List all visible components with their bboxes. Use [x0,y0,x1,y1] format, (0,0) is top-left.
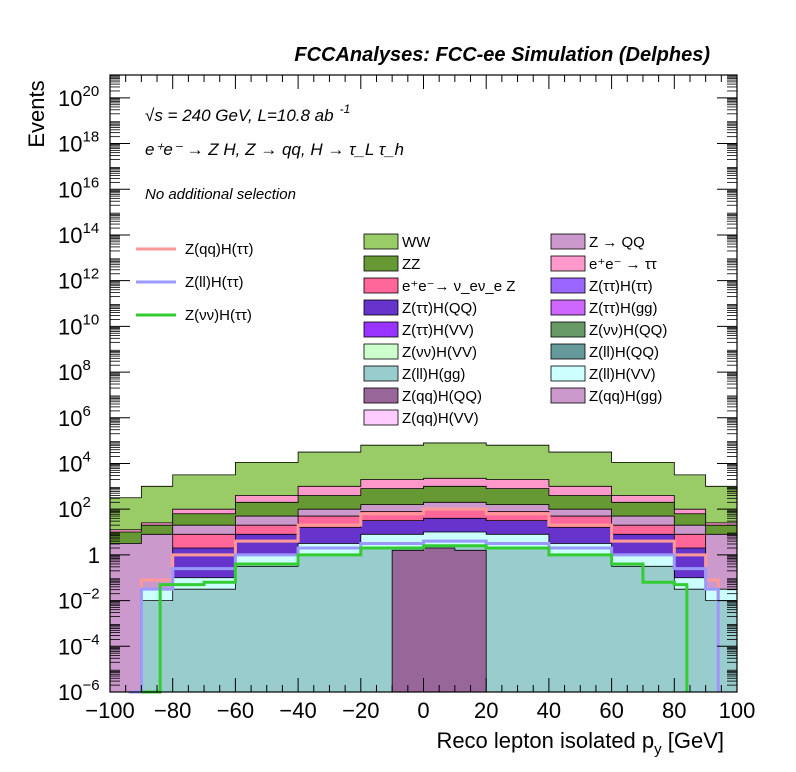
legend-bkg-swatch-8 [363,321,399,338]
legend-bkg-swatch-15 [550,387,586,404]
y-tick-label-6: 106 [58,403,91,431]
legend-bkg-swatch-6 [363,299,399,316]
y-tick-label-8: 1010 [58,311,99,339]
legend-signal-label-2: Z(νν)H(ττ) [185,307,252,324]
y-tick-label-0: 10−6 [58,677,100,705]
x-axis: −100 −80 −60 −40 −20 0 20 40 60 80 100 [85,75,755,723]
legend-signal: Z(qq)H(ττ) Z(ll)H(ττ) Z(νν)H(ττ) [136,241,254,324]
energy-annotation-sup: -1 [340,102,351,116]
legend-bkg-label-10: Z(νν)H(VV) [402,344,477,361]
legend-bkg-label-0: WW [402,234,431,251]
legend-bkg-swatch-0 [363,233,399,250]
x-tick-label-8: 60 [599,698,623,723]
legend-bkg-swatch-1 [550,233,586,250]
legend-bkg-label-8: Z(ττ)H(VV) [402,322,474,339]
chart-title: FCCAnalyses: FCC-ee Simulation (Delphes) [294,44,710,66]
legend-bkg-swatch-9 [550,321,586,338]
legend-background: WW Z → QQ ZZ e⁺e⁻ → ττ e⁺e⁻→ ν_eν_e Z Z(ττ)H(… [363,233,667,427]
legend-bkg-label-9: Z(νν)H(QQ) [589,322,667,339]
signal-curve-2 [141,544,689,694]
y-tick-label-7: 108 [58,357,91,385]
legend-bkg-swatch-5 [550,277,586,294]
y-tick-label-4: 102 [58,494,91,522]
x-tick-label-5: 0 [417,698,429,723]
x-tick-label-4: −20 [342,698,379,723]
legend-bkg-label-15: Z(qq)H(gg) [589,388,662,405]
legend-bkg-label-7: Z(ττ)H(gg) [589,300,658,317]
plot-area: −100 −80 −60 −40 −20 0 20 40 60 80 100 10−610−410−… [58,74,755,723]
legend-bkg-label-14: Z(qq)H(QQ) [402,388,482,405]
x-axis-title: Reco lepton isolated py [GeV] [436,728,724,758]
y-axis-title: Events [24,80,49,147]
legend-bkg-label-11: Z(ll)H(QQ) [589,344,659,361]
legend-bkg-swatch-3 [550,255,586,272]
x-tick-label-1: −80 [154,698,191,723]
legend-bkg-swatch-10 [363,343,399,360]
legend-bkg-label-6: Z(ττ)H(QQ) [402,300,477,317]
annotations: √s = 240 GeV, L=10.8 ab -1 e⁺e⁻ → Z H, Z … [145,102,404,203]
y-tick-label-13: 1020 [58,83,99,111]
legend-bkg-swatch-14 [363,387,399,404]
legend-signal-label-1: Z(ll)H(ττ) [185,274,244,291]
x-axis-title-sub: y [654,741,662,758]
x-tick-label-6: 20 [474,698,498,723]
y-tick-label-12: 1018 [58,129,99,157]
y-axis: 10−6 10−4 10−2 1 102 104 106 108 1010 1012 1014 101… [58,75,737,705]
stack-layer [109,442,738,693]
legend-bkg-label-12: Z(ll)H(gg) [402,366,465,383]
legend-bkg-swatch-11 [550,343,586,360]
legend-signal-label-0: Z(qq)H(ττ) [185,241,254,258]
x-tick-label-10: 100 [719,698,756,723]
y-tick-label-9: 1012 [58,266,99,294]
y-tick-label-11: 1016 [58,174,99,202]
x-tick-label-3: −40 [279,698,316,723]
energy-annotation-main: √s = 240 GeV, L=10.8 ab [145,106,334,125]
legend-bkg-label-5: Z(ττ)H(ττ) [589,278,653,295]
legend-bkg-swatch-7 [550,299,586,316]
energy-annotation: √s = 240 GeV, L=10.8 ab -1 [145,102,350,125]
x-tick-label-2: −60 [217,698,254,723]
legend-bkg-swatch-4 [363,277,399,294]
legend-bkg-label-16: Z(qq)H(VV) [402,410,479,427]
legend-bkg-label-4: e⁺e⁻→ ν_eν_e Z [402,278,515,295]
legend-bkg-label-13: Z(ll)H(VV) [589,366,656,383]
y-tick-label-1: 10−4 [58,631,100,659]
selection-annotation: No additional selection [145,186,296,203]
legend-bkg-label-3: e⁺e⁻ → ττ [589,256,657,273]
legend-bkg-swatch-16 [363,409,399,426]
legend-bkg-swatch-13 [550,365,586,382]
process-annotation: e⁺e⁻ → Z H, Z → qq, H → τ_L τ_h [145,140,404,159]
legend-bkg-swatch-12 [363,365,399,382]
legend-bkg-swatch-2 [363,255,399,272]
x-axis-title-main: Reco lepton isolated p [436,728,654,753]
x-tick-label-7: 40 [537,698,561,723]
legend-bkg-label-2: ZZ [402,256,420,273]
signal-curve-1 [128,539,720,694]
signal-layer [128,507,720,694]
y-tick-label-2: 10−2 [58,586,100,614]
legend-bkg-label-1: Z → QQ [589,234,645,251]
y-tick-label-3: 1 [88,543,100,568]
y-tick-label-10: 1014 [58,220,99,248]
x-tick-label-9: 80 [662,698,686,723]
x-tick-label-0: −100 [85,698,135,723]
y-tick-label-5: 104 [58,448,91,476]
x-axis-title-unit: [GeV] [662,728,724,753]
